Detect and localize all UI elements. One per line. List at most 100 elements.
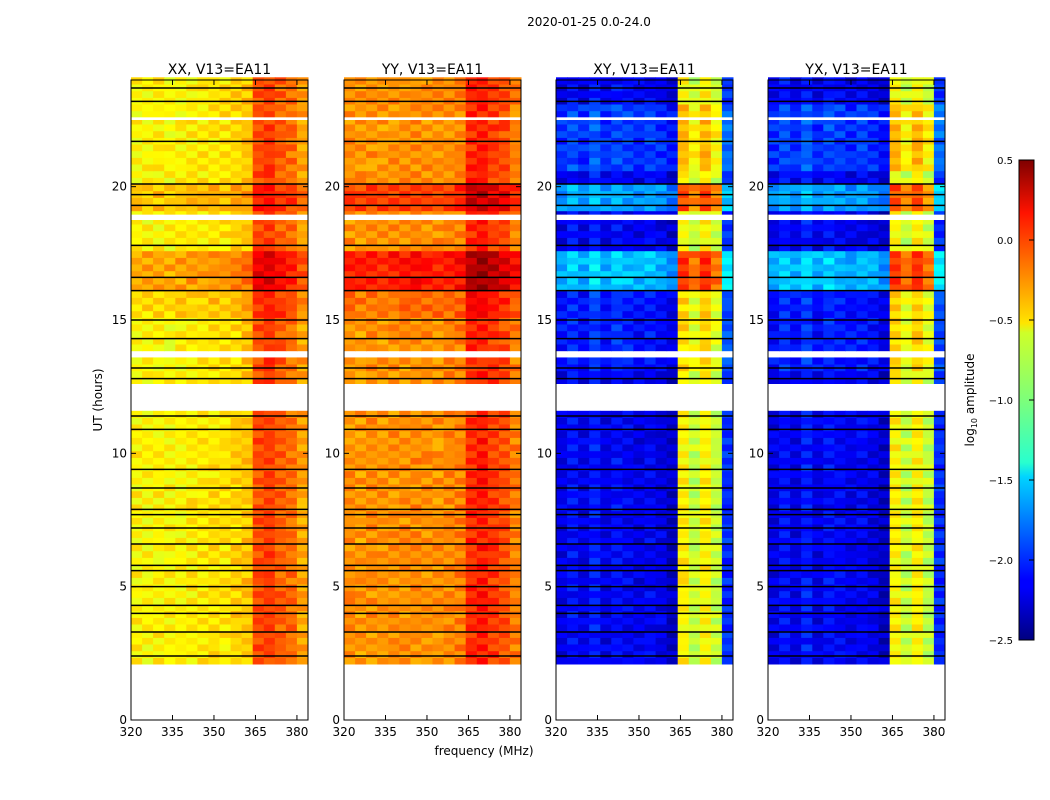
- heatmap-cell: [263, 237, 276, 245]
- heatmap-cell: [186, 610, 198, 618]
- heatmap-cell: [834, 470, 846, 478]
- heatmap-cell: [677, 564, 690, 572]
- heatmap-cell: [655, 297, 668, 305]
- heatmap-cell: [153, 150, 165, 158]
- heatmap-cell: [487, 330, 500, 338]
- heatmap-cell: [721, 437, 734, 445]
- heatmap-cell: [644, 277, 657, 285]
- heatmap-cell: [355, 144, 367, 152]
- heatmap-cell: [567, 424, 579, 432]
- heatmap-cell: [465, 310, 478, 318]
- heatmap-cell: [498, 530, 511, 538]
- heatmap-cell: [911, 497, 924, 505]
- heatmap-cell: [622, 490, 634, 498]
- heatmap-cell: [230, 497, 243, 505]
- heatmap-cell: [655, 144, 668, 152]
- heatmap-cell: [208, 550, 220, 558]
- heatmap-cell: [443, 450, 456, 458]
- heatmap-cell: [933, 317, 946, 325]
- heatmap-cell: [498, 104, 511, 112]
- heatmap-cell: [721, 244, 734, 252]
- heatmap-cell: [219, 110, 232, 118]
- heatmap-cell: [399, 564, 411, 572]
- heatmap-cell: [578, 604, 590, 612]
- heatmap-cell: [355, 437, 367, 445]
- heatmap-cell: [856, 357, 869, 365]
- heatmap-cell: [779, 337, 791, 345]
- heatmap-cell: [344, 370, 356, 378]
- heatmap-cell: [834, 370, 846, 378]
- heatmap-cell: [274, 370, 287, 378]
- heatmap-cell: [823, 570, 835, 578]
- heatmap-cell: [355, 244, 367, 252]
- heatmap-cell: [911, 624, 924, 632]
- heatmap-cell: [644, 650, 657, 658]
- heatmap-cell: [175, 630, 187, 638]
- heatmap-cell: [465, 210, 478, 218]
- heatmap-cell: [567, 224, 579, 232]
- heatmap-cell: [344, 410, 356, 418]
- heatmap-cell: [812, 617, 824, 625]
- heatmap-cell: [241, 504, 254, 512]
- heatmap-cell: [142, 370, 154, 378]
- heatmap-cell: [296, 604, 309, 612]
- heatmap-cell: [487, 210, 500, 218]
- heatmap-cell: [790, 517, 802, 525]
- heatmap-cell: [274, 470, 287, 478]
- heatmap-cell: [845, 604, 857, 612]
- heatmap-cell: [889, 324, 902, 332]
- heatmap-cell: [285, 637, 298, 645]
- heatmap-cell: [677, 324, 690, 332]
- heatmap-cell: [487, 237, 500, 245]
- heatmap-cell: [197, 617, 209, 625]
- heatmap-cell: [241, 217, 254, 225]
- heatmap-cell: [142, 437, 154, 445]
- heatmap-cell: [578, 270, 590, 278]
- heatmap-cell: [410, 550, 422, 558]
- heatmap-cell: [633, 257, 645, 265]
- heatmap-cell: [142, 110, 154, 118]
- heatmap-cell: [285, 157, 298, 165]
- heatmap-cell: [388, 210, 400, 218]
- heatmap-cell: [344, 337, 356, 345]
- heatmap-cell: [644, 537, 657, 545]
- heatmap-cell: [432, 424, 445, 432]
- heatmap-cell: [454, 290, 467, 298]
- heatmap-cell: [241, 257, 254, 265]
- heatmap-cell: [366, 244, 378, 252]
- heatmap-cell: [465, 184, 478, 192]
- heatmap-cell: [644, 584, 657, 592]
- heatmap-cell: [285, 577, 298, 585]
- heatmap-cell: [410, 270, 422, 278]
- heatmap-cell: [241, 577, 254, 585]
- heatmap-cell: [498, 550, 511, 558]
- heatmap-cell: [366, 444, 378, 452]
- heatmap-cell: [285, 164, 298, 172]
- heatmap-cell: [710, 644, 723, 652]
- heatmap-cell: [622, 357, 634, 365]
- heatmap-cell: [476, 304, 489, 312]
- heatmap-cell: [644, 577, 657, 585]
- heatmap-cell: [666, 450, 679, 458]
- heatmap-cell: [230, 204, 243, 212]
- heatmap-cell: [153, 537, 165, 545]
- heatmap-cell: [153, 290, 165, 298]
- heatmap-cell: [556, 150, 568, 158]
- heatmap-cell: [867, 644, 880, 652]
- heatmap-cell: [633, 450, 645, 458]
- heatmap-cell: [710, 210, 723, 218]
- heatmap-cell: [263, 504, 276, 512]
- heatmap-cell: [556, 237, 568, 245]
- heatmap-cell: [710, 197, 723, 205]
- heatmap-cell: [801, 577, 813, 585]
- heatmap-cell: [476, 637, 489, 645]
- heatmap-cell: [509, 557, 522, 565]
- heatmap-cell: [922, 470, 935, 478]
- heatmap-cell: [388, 157, 400, 165]
- heatmap-cell: [230, 344, 243, 352]
- heatmap-cell: [644, 410, 657, 418]
- heatmap-cell: [633, 204, 645, 212]
- heatmap-cell: [153, 264, 165, 272]
- heatmap-cell: [578, 450, 590, 458]
- heatmap-cell: [710, 477, 723, 485]
